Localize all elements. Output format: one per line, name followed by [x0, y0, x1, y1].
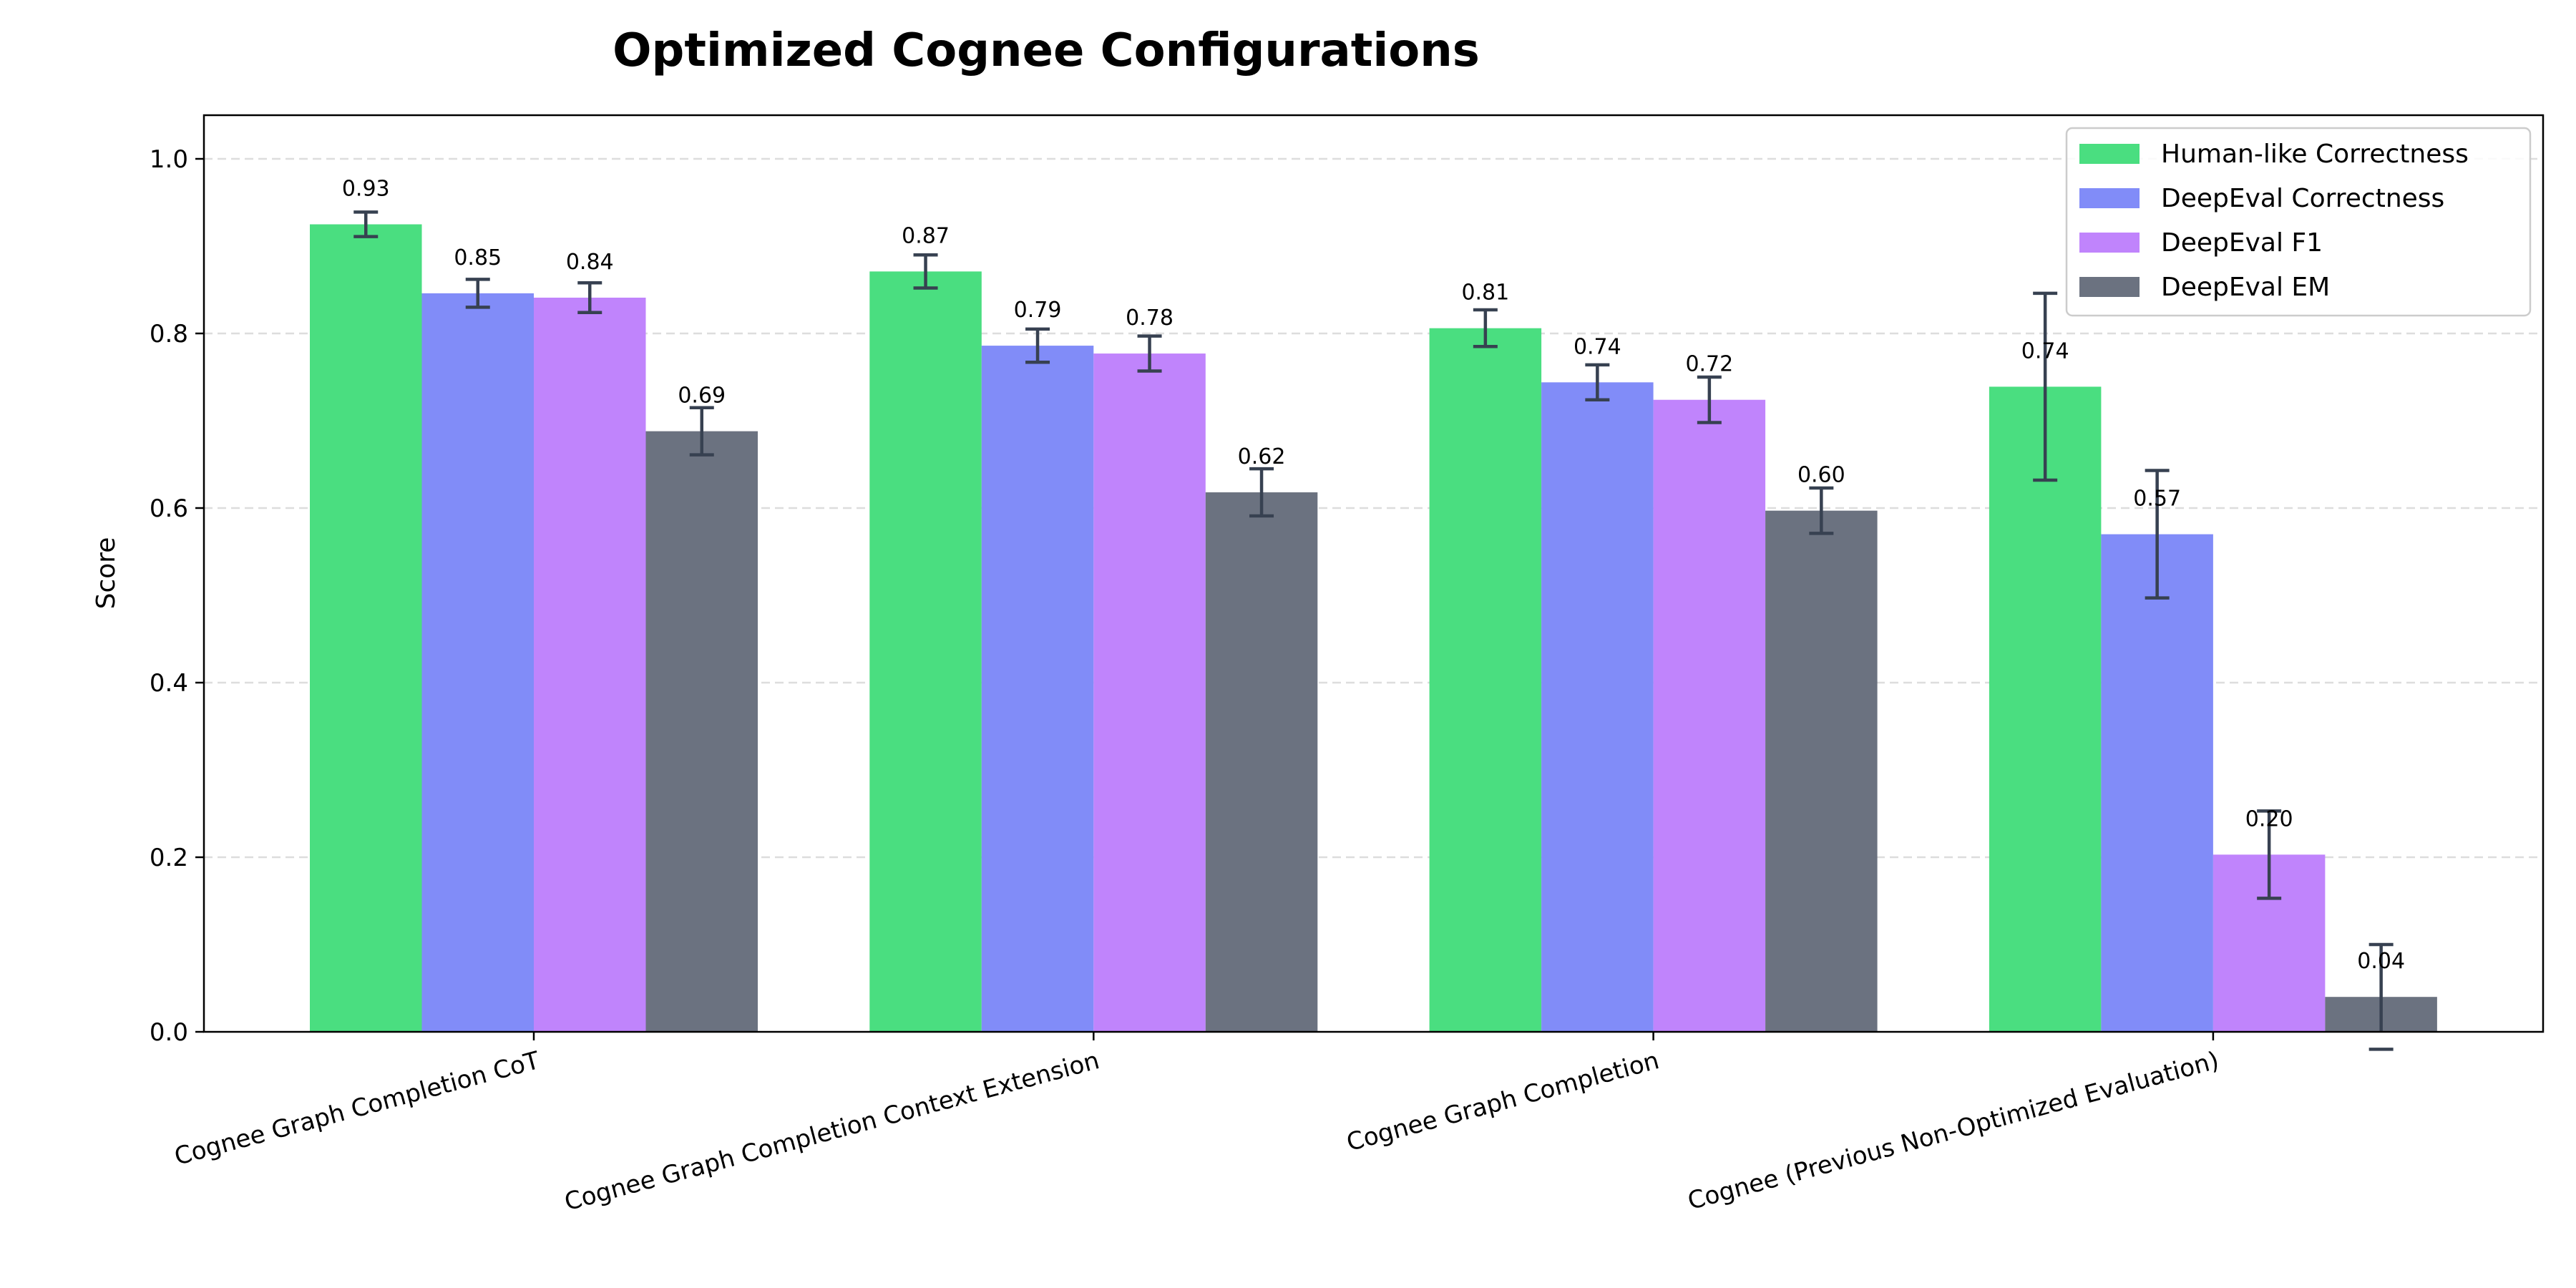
value-label: 0.62 — [1238, 444, 1286, 469]
legend-label: DeepEval Correctness — [2161, 184, 2444, 213]
bar — [421, 293, 534, 1032]
legend-swatch — [2079, 188, 2140, 208]
x-tick-label: Cognee Graph Completion CoT — [172, 1046, 543, 1171]
bar — [1205, 492, 1318, 1032]
bar — [1093, 353, 1206, 1032]
x-tick-label: Cognee Graph Completion — [1344, 1046, 1662, 1157]
legend-frame — [2065, 127, 2532, 317]
y-tick-label: 0.2 — [150, 844, 188, 872]
bar — [1989, 386, 2102, 1032]
bar — [534, 297, 646, 1033]
value-label: 0.81 — [1461, 280, 1509, 306]
y-tick-label: 0.8 — [150, 320, 188, 348]
error-bars — [353, 210, 2394, 1051]
value-label: 0.93 — [342, 177, 390, 202]
y-axis: 0.0 0.2 0.4 0.6 0.8 1.0 — [150, 145, 204, 1047]
value-label: 0.79 — [1014, 298, 1062, 323]
bar — [1541, 382, 1654, 1032]
bar — [869, 271, 982, 1032]
value-label: 0.60 — [1797, 463, 1845, 488]
value-label: 0.85 — [454, 245, 502, 270]
y-tick-label: 1.0 — [150, 145, 188, 174]
legend: Human-like Correctness DeepEval Correctne… — [2065, 127, 2532, 317]
legend-label: DeepEval F1 — [2161, 228, 2323, 258]
value-label: 0.87 — [902, 223, 950, 248]
x-axis: Cognee Graph Completion CoT Cognee Graph … — [172, 1032, 2222, 1216]
value-label: 0.57 — [2133, 487, 2181, 512]
y-tick-label: 0.6 — [150, 494, 188, 523]
bar — [310, 224, 422, 1032]
legend-swatch — [2079, 233, 2140, 253]
value-label: 0.84 — [566, 250, 614, 275]
y-tick-label: 0.0 — [150, 1018, 188, 1047]
bar — [1765, 510, 1878, 1032]
value-label: 0.20 — [2245, 806, 2293, 831]
legend-label: Human-like Correctness — [2161, 140, 2469, 169]
plot-frame — [203, 114, 2545, 1033]
bar — [2101, 534, 2213, 1032]
legend-swatch — [2079, 144, 2140, 164]
x-tick-label: Cognee (Previous Non-Optimized Evaluatio… — [1684, 1046, 2222, 1216]
bar — [981, 346, 1094, 1033]
y-axis-label: Score — [92, 537, 121, 610]
bar — [645, 431, 758, 1032]
value-label: 0.72 — [1685, 352, 1733, 377]
value-label: 0.78 — [1126, 306, 1174, 331]
value-label: 0.74 — [1574, 334, 1621, 359]
value-labels: 0.93 0.87 0.81 0.74 0.85 0.79 0.74 0.57 0.84 0.78… — [342, 177, 2405, 975]
value-label: 0.04 — [2357, 949, 2405, 974]
x-tick-label: Cognee Graph Completion Context Extensio… — [562, 1046, 1103, 1216]
value-label: 0.74 — [2021, 338, 2069, 364]
chart-title: Optimized Cognee Configurations — [613, 24, 1480, 77]
legend-swatch — [2079, 277, 2140, 297]
bar — [1429, 328, 1542, 1032]
value-label: 0.69 — [678, 384, 726, 409]
legend-label: DeepEval EM — [2161, 273, 2330, 302]
y-tick-label: 0.4 — [150, 669, 188, 698]
bar — [1653, 399, 1766, 1032]
bars — [310, 224, 2437, 1033]
